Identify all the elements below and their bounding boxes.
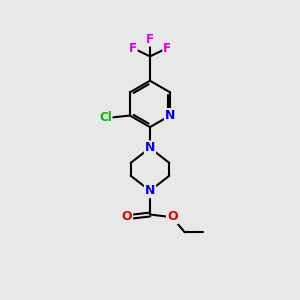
Text: F: F <box>129 42 137 55</box>
Text: N: N <box>145 184 155 197</box>
Text: N: N <box>165 109 175 122</box>
Text: O: O <box>122 210 132 224</box>
Text: F: F <box>146 33 154 46</box>
Text: O: O <box>167 210 178 224</box>
Text: Cl: Cl <box>99 111 112 124</box>
Text: F: F <box>163 42 171 55</box>
Text: N: N <box>145 141 155 154</box>
